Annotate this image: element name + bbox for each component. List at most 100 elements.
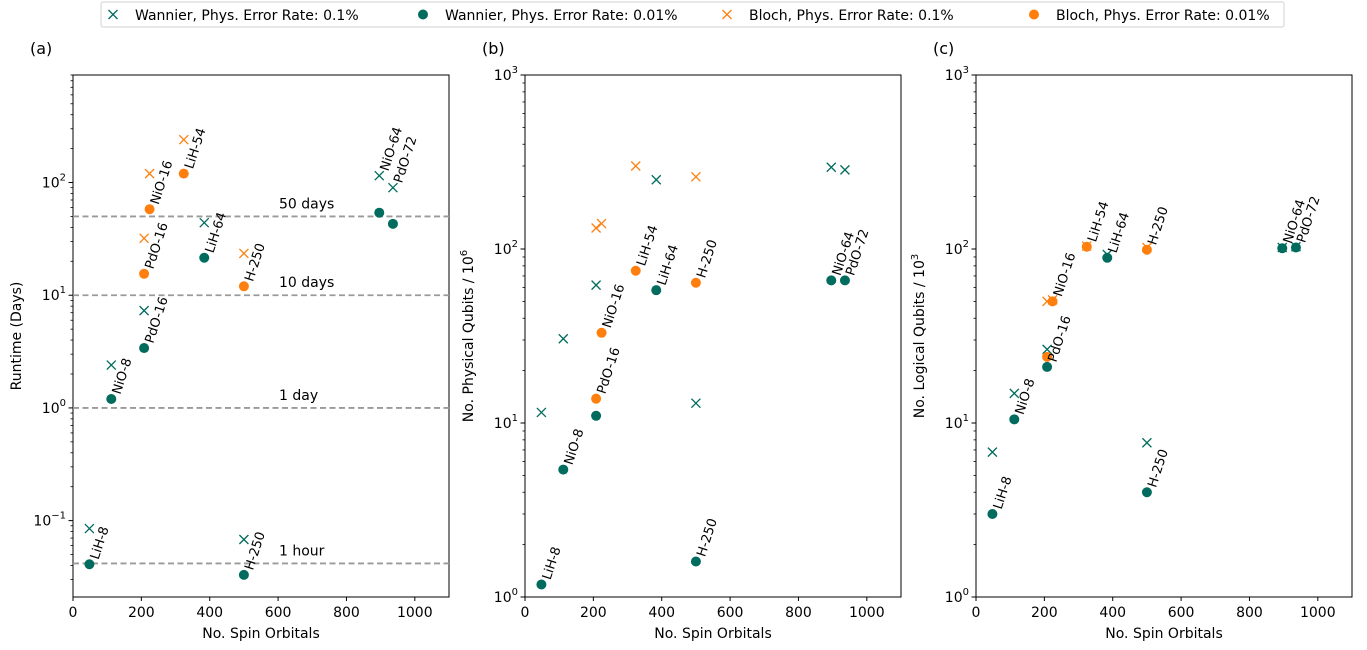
y-tick-exponent: −1: [51, 511, 66, 522]
guide-line-label: 50 days: [279, 196, 334, 212]
point-annotation: LiH-64: [655, 243, 682, 287]
y-axis-label-exponent: 6: [459, 250, 470, 256]
data-point-dot: [631, 266, 641, 276]
data-point-dot: [987, 509, 997, 519]
data-point-dot: [1142, 245, 1152, 255]
y-axis-label: No. Physical Qubits / 106: [459, 250, 477, 422]
point-annotation: H-250: [1145, 205, 1171, 247]
data-point-x: [140, 306, 149, 315]
data-point-dot: [139, 269, 149, 279]
x-tick-label: 600: [265, 605, 292, 621]
data-point-dot: [139, 343, 149, 353]
y-tick-label: 100: [945, 587, 969, 606]
data-point-x: [592, 281, 601, 290]
data-point-x: [375, 171, 384, 180]
y-tick-label: 101: [945, 413, 969, 432]
y-axis-label: No. Logical Qubits / 103: [910, 254, 928, 418]
legend-item: Bloch, Phys. Error Rate: 0.01%: [1029, 8, 1270, 24]
legend-marker-dot: [1029, 10, 1039, 20]
legend-item: Wannier, Phys. Error Rate: 0.01%: [418, 8, 678, 24]
panel-label: (b): [482, 39, 505, 58]
point-annotation: PdO-16: [595, 346, 624, 396]
data-point-dot: [536, 579, 546, 589]
data-point-dot: [388, 219, 398, 229]
data-point-x: [988, 448, 997, 457]
x-tick-label: 400: [648, 605, 675, 621]
legend: Wannier, Phys. Error Rate: 0.1% Wannier, …: [101, 2, 1284, 27]
y-axis-label-exponent: 3: [910, 254, 921, 260]
data-point-x: [145, 169, 154, 178]
x-tick-label: 0: [521, 605, 530, 621]
y-tick-label: 101: [494, 413, 518, 432]
point-annotation: PdO-16: [143, 221, 172, 271]
data-point-dot: [106, 394, 116, 404]
guide-line-label: 1 day: [279, 388, 318, 404]
point-annotation: LiH-54: [634, 224, 661, 268]
x-tick-label: 800: [333, 605, 360, 621]
x-tick-label: 200: [580, 605, 607, 621]
data-point-x: [840, 165, 849, 174]
legend-label: Wannier, Phys. Error Rate: 0.01%: [445, 8, 678, 24]
guide-line-label: 10 days: [279, 275, 334, 291]
data-point-dot: [1009, 414, 1019, 424]
data-point-x: [107, 361, 116, 370]
legend-label: Bloch, Phys. Error Rate: 0.1%: [749, 8, 954, 24]
point-annotation: H-250: [694, 238, 720, 280]
x-tick-label: 600: [1168, 605, 1195, 621]
y-axis-label: Runtime (Days): [9, 282, 25, 391]
y-tick-exponent: 1: [60, 285, 66, 296]
data-point-dot: [199, 253, 209, 263]
point-annotation: LiH-54: [1085, 200, 1112, 244]
y-tick-base: 10: [494, 416, 512, 432]
data-point-dot: [597, 328, 607, 338]
x-axis-label: No. Spin Orbitals: [202, 626, 319, 642]
data-point-dot: [591, 411, 601, 421]
data-point-x: [691, 172, 700, 181]
y-tick-base: 10: [945, 590, 963, 606]
x-tick-label: 1000: [1300, 605, 1336, 621]
legend-item: Bloch, Phys. Error Rate: 0.1%: [723, 8, 954, 24]
data-point-x: [179, 135, 188, 144]
point-annotation: H-250: [242, 242, 268, 284]
point-annotation: NiO-16: [1051, 251, 1079, 299]
y-tick-label: 101: [42, 285, 66, 304]
y-axis-label-main: Runtime (Days): [9, 282, 25, 391]
y-tick-base: 10: [494, 242, 512, 258]
y-tick-label: 103: [945, 65, 969, 84]
legend-item: Wannier, Phys. Error Rate: 0.1%: [109, 8, 359, 24]
x-tick-label: 1000: [397, 605, 433, 621]
point-annotation: NiO-16: [148, 159, 176, 207]
data-point-dot: [651, 285, 661, 295]
x-tick-label: 200: [128, 605, 155, 621]
point-annotation: LiH-8: [991, 475, 1016, 512]
data-point-dot: [179, 169, 189, 179]
y-tick-label: 102: [42, 173, 66, 192]
data-point-dot: [1048, 296, 1058, 306]
x-tick-label: 800: [1236, 605, 1263, 621]
x-axis-label: No. Spin Orbitals: [654, 626, 771, 642]
y-tick-exponent: 0: [963, 587, 969, 598]
y-tick-label: 103: [494, 65, 518, 84]
point-annotation: LiH-64: [1106, 211, 1133, 255]
y-tick-exponent: 3: [512, 65, 518, 76]
point-annotation: NiO-8: [562, 427, 588, 467]
point-annotation: LiH-54: [182, 126, 209, 170]
data-point-dot: [374, 208, 384, 218]
data-point-dot: [826, 275, 836, 285]
x-tick-label: 0: [972, 605, 981, 621]
data-point-dot: [691, 556, 701, 566]
point-annotation: PdO-16: [1046, 314, 1075, 364]
y-tick-exponent: 2: [512, 239, 518, 250]
y-tick-label: 102: [945, 239, 969, 258]
x-tick-label: 800: [785, 605, 812, 621]
y-tick-label: 10−1: [33, 511, 66, 530]
data-point-dot: [1102, 253, 1112, 263]
y-tick-exponent: 0: [60, 398, 66, 409]
y-tick-exponent: 0: [512, 587, 518, 598]
data-point-x: [85, 524, 94, 533]
data-point-x: [592, 224, 601, 233]
y-tick-base: 10: [945, 416, 963, 432]
point-annotation: PdO-16: [143, 295, 172, 345]
